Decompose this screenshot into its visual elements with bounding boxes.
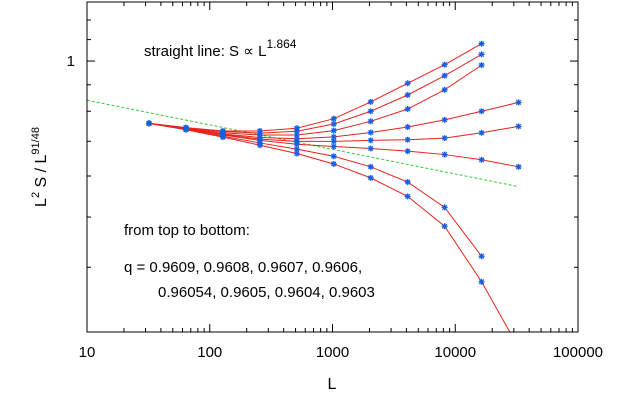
data-point <box>367 98 374 105</box>
data-point <box>478 156 485 163</box>
proportional-symbol: ∝ <box>243 43 254 60</box>
data-point <box>478 40 485 47</box>
data-point <box>441 116 448 123</box>
data-point <box>515 163 522 170</box>
data-point <box>404 148 411 155</box>
data-point <box>367 145 374 152</box>
order-note: from top to bottom: <box>124 222 250 239</box>
y-axis-title-base: L <box>33 198 50 207</box>
data-point <box>441 86 448 93</box>
data-point <box>478 253 485 260</box>
straight-line-base: L <box>254 43 267 60</box>
y-tick-label: 1 <box>67 53 75 70</box>
q-values-line-1: q = 0.9609, 0.9608, 0.9607, 0.9606, <box>124 259 362 276</box>
y-axis-title-sup1: 2 <box>30 192 42 198</box>
data-point <box>478 51 485 58</box>
data-point <box>256 142 263 149</box>
series-line-q-0.9608 <box>148 53 482 134</box>
data-point <box>515 123 522 130</box>
x-axis-ticks: 10 100 1000 10000 100000 <box>79 2 603 361</box>
data-point <box>367 118 374 125</box>
x-axis-title: L <box>328 376 337 393</box>
data-point <box>404 91 411 98</box>
straight-line-exponent: 1.864 <box>266 37 296 51</box>
data-point <box>441 135 448 142</box>
data-point <box>515 99 522 106</box>
data-point <box>146 120 153 127</box>
data-point <box>330 133 337 140</box>
series-line-q-0.9604 <box>148 122 482 257</box>
data-point <box>441 72 448 79</box>
data-point <box>478 108 485 115</box>
y-axis-title: L2 S / L91/48 <box>30 127 50 207</box>
data-point <box>367 163 374 170</box>
data-point <box>293 150 300 157</box>
data-point <box>330 153 337 160</box>
data-point <box>219 134 226 141</box>
data-point <box>330 143 337 150</box>
data-point <box>441 61 448 68</box>
reference-line <box>87 99 518 187</box>
data-point <box>441 223 448 230</box>
x-tick-label: 1000 <box>316 344 349 361</box>
data-point <box>404 80 411 87</box>
data-point <box>330 120 337 127</box>
q-values-line-2: 0.96054, 0.9605, 0.9604, 0.9603 <box>158 284 375 301</box>
data-layer <box>87 40 522 332</box>
y-axis-title-sup2: 91/48 <box>30 127 42 155</box>
x-tick-label: 10000 <box>434 344 476 361</box>
y-axis-title-mid: S / L <box>33 154 50 191</box>
plot-frame <box>86 1 579 333</box>
data-point <box>404 136 411 143</box>
data-point <box>478 62 485 69</box>
data-point <box>404 106 411 113</box>
data-point <box>367 137 374 144</box>
data-point <box>441 151 448 158</box>
data-point <box>478 129 485 136</box>
data-point <box>330 160 337 167</box>
data-point <box>478 278 485 285</box>
data-point <box>404 193 411 200</box>
straight-line-prefix: straight line: S <box>144 43 243 60</box>
data-point <box>441 204 448 211</box>
data-point <box>330 127 337 134</box>
data-point <box>367 108 374 115</box>
series-line-q-0.9607 <box>148 64 482 136</box>
data-point <box>330 115 337 122</box>
straight-line-annotation: straight line: S ∝ L1.864 <box>144 37 297 60</box>
data-point <box>330 138 337 145</box>
data-point <box>367 174 374 181</box>
data-point <box>367 129 374 136</box>
data-point <box>404 179 411 186</box>
data-point <box>182 126 189 133</box>
data-point <box>404 123 411 130</box>
x-tick-label: 10 <box>79 344 96 361</box>
x-tick-label: 100000 <box>553 344 603 361</box>
x-tick-label: 100 <box>197 344 222 361</box>
